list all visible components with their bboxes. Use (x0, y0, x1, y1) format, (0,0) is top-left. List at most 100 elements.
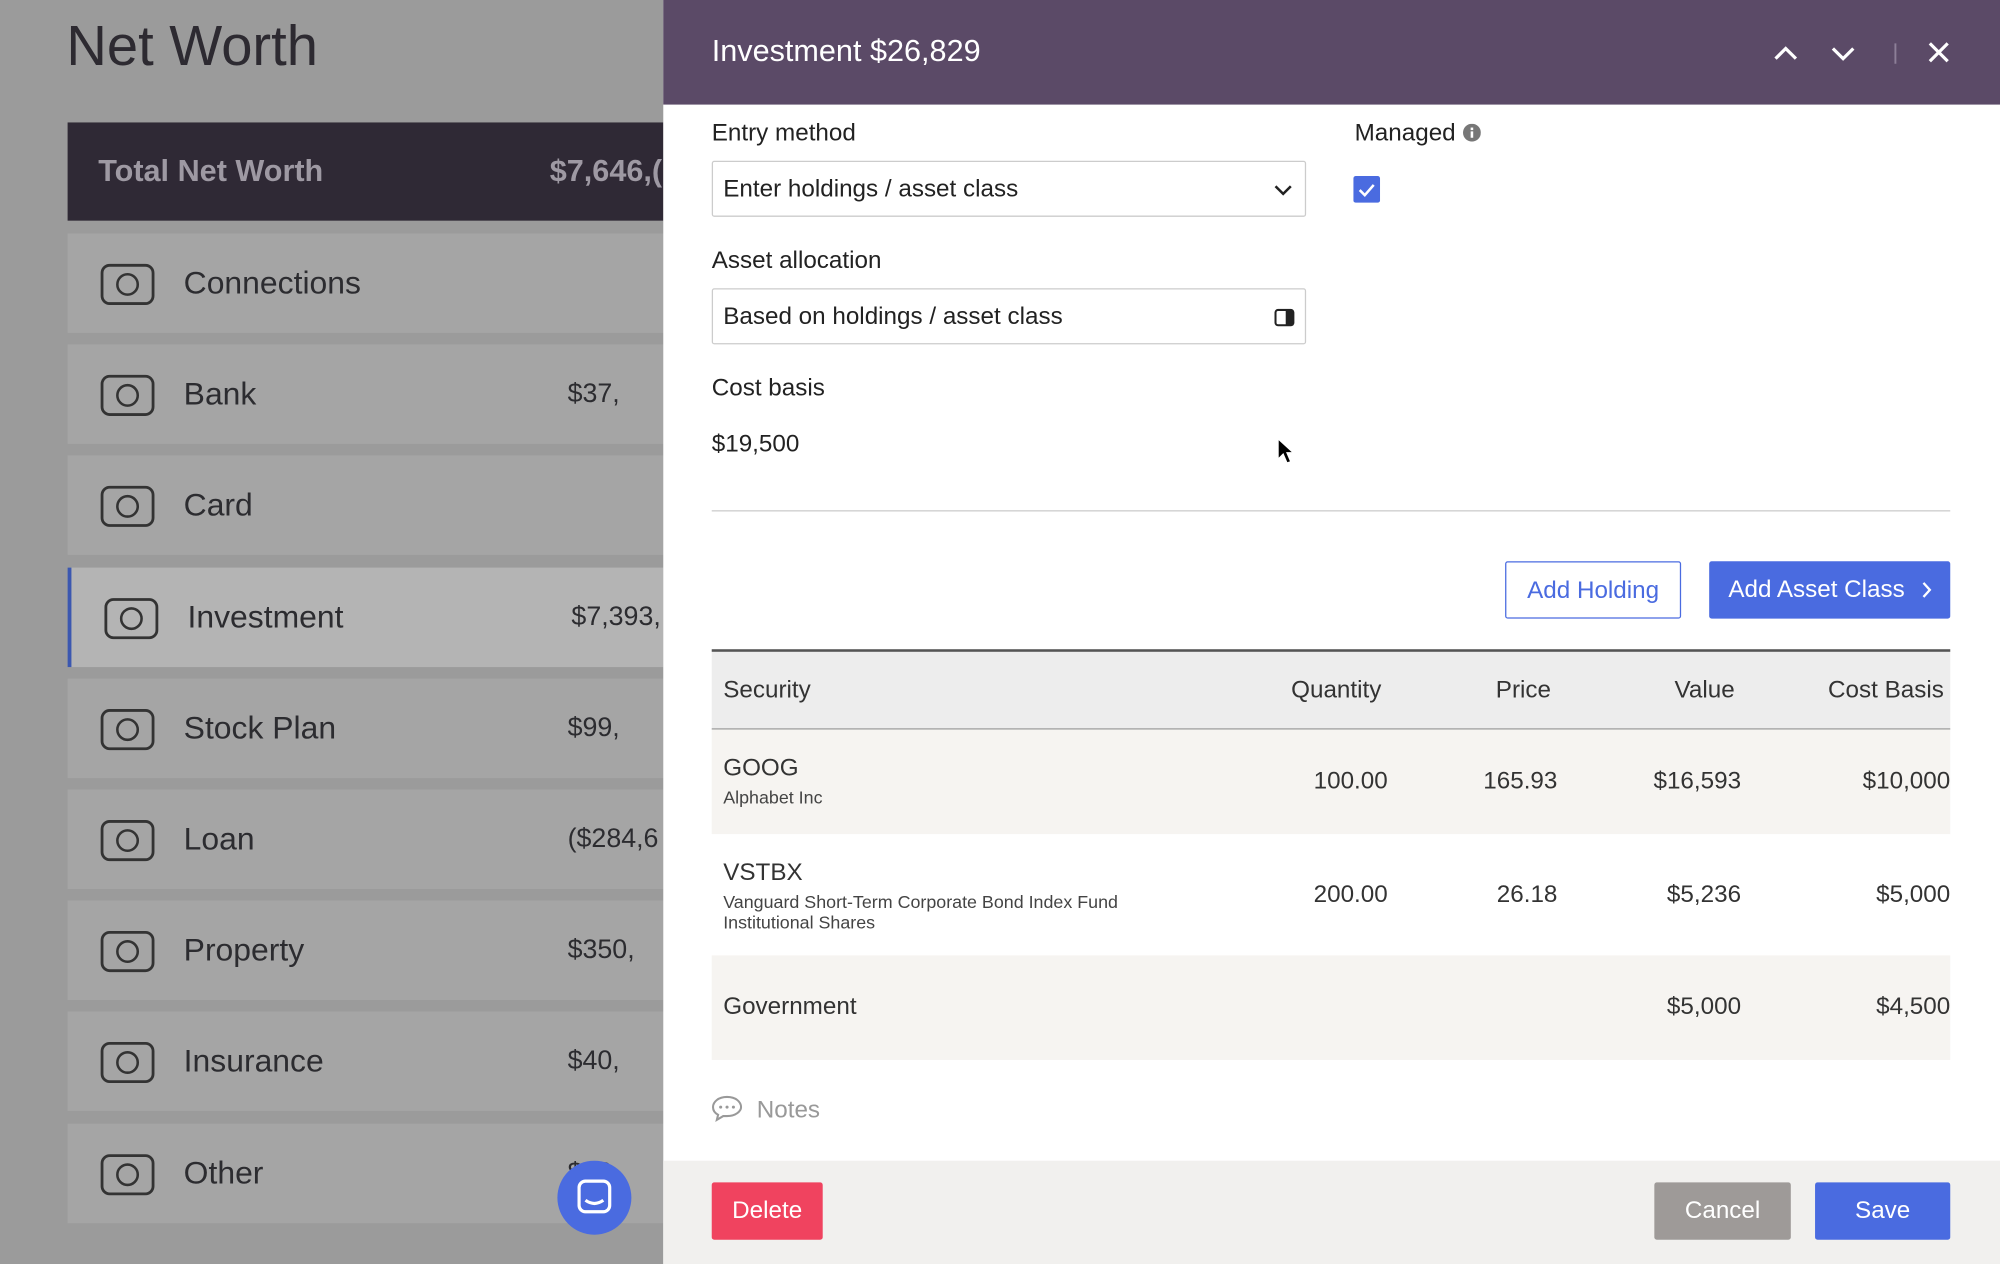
category-icon (100, 931, 155, 973)
table-cell: 165.93 (1483, 767, 1558, 795)
save-button[interactable]: Save (1815, 1182, 1951, 1240)
category-row[interactable]: Insurance $40, (67, 1011, 664, 1112)
category-value: $7,393, (571, 601, 661, 631)
category-icon (100, 375, 155, 417)
category-label: Property (183, 932, 305, 969)
managed-checkbox[interactable] (1353, 176, 1381, 203)
column-header: Price (1495, 677, 1552, 705)
category-row[interactable]: Investment $7,393, (67, 567, 664, 667)
category-label: Investment (187, 598, 344, 635)
add-asset-class-text: Add Asset Class (1728, 576, 1905, 604)
notes-text: Notes (756, 1096, 821, 1124)
table-cell: $4,500 (1876, 993, 1951, 1021)
column-header: Value (1674, 677, 1735, 705)
table-cell: $5,236 (1666, 880, 1742, 908)
security-cell: GOOG Alphabet Inc (723, 755, 1182, 807)
panel-footer: Delete Cancel Save (663, 1160, 2000, 1264)
category-row[interactable]: Card (67, 455, 664, 556)
table-cell: $10,000 (1862, 767, 1951, 795)
table-cell: 26.18 (1496, 880, 1558, 908)
category-label: Loan (183, 821, 255, 858)
category-icon (100, 1042, 155, 1084)
panel-title: Investment $26,829 (711, 34, 981, 69)
dropdown-icon (1274, 185, 1292, 196)
info-icon[interactable] (1462, 123, 1481, 142)
category-icon (100, 820, 155, 862)
category-value: $37, (567, 379, 620, 409)
category-icon (104, 597, 159, 639)
category-value: ($284,6 (567, 823, 659, 854)
security-name: Vanguard Short-Term Corporate Bond Index… (723, 891, 1118, 933)
entry-method-label: Entry method (711, 119, 856, 147)
asset-allocation-value: Based on holdings / asset class (723, 303, 1063, 331)
column-header: Cost Basis (1828, 677, 1944, 705)
detail-panel: Investment $26,829 Entry method Enter ho… (663, 0, 2000, 1264)
category-label: Card (183, 487, 253, 524)
category-row[interactable]: Stock Plan $99, (67, 678, 664, 778)
table-header: Security Quantity Price Value Cost Basis (711, 649, 1951, 730)
total-bar: Total Net Worth $7,646,( (67, 122, 664, 221)
category-row[interactable]: Loan ($284,6 (67, 789, 664, 890)
chevron (1922, 582, 1932, 598)
category-value: $99, (567, 712, 620, 743)
category-label: Bank (183, 376, 257, 413)
security-cell: VSTBX Vanguard Short-Term Corporate Bond … (723, 860, 1182, 933)
table-row: GOOG Alphabet Inc 100.00 165.93 $16,593 $10,0… (711, 729, 1951, 835)
category-label: Stock Plan (183, 710, 337, 746)
table-cell: $5,000 (1876, 880, 1951, 908)
add-asset-class-button[interactable]: Add Asset Class (1709, 561, 1951, 619)
cost-basis-value: $19,500 (711, 431, 800, 458)
page-title: Net Worth (66, 15, 318, 78)
notes[interactable]: Notes (711, 1094, 821, 1125)
category-row[interactable]: Property $350, (67, 900, 664, 1001)
net-worth-sidebar: Net Worth Total Net Worth $7,646,( Conne… (0, 0, 664, 1264)
table-cell: 200.00 (1313, 880, 1388, 908)
category-icon (100, 263, 155, 305)
asset-allocation-field[interactable]: Based on holdings / asset class (711, 288, 1307, 345)
security-symbol: VSTBX (723, 859, 803, 887)
security-symbol: GOOG (723, 755, 799, 782)
table-cell: $5,000 (1666, 993, 1742, 1021)
table-row: VSTBX Vanguard Short-Term Corporate Bond … (711, 834, 1951, 956)
category-label: Connections (183, 265, 361, 302)
managed-text: Managed (1354, 119, 1456, 147)
divider (711, 510, 1951, 512)
category-icon (100, 1153, 155, 1195)
security-cell: Government (723, 994, 1182, 1022)
category-icon (100, 708, 155, 750)
chat-icon (577, 1179, 612, 1214)
managed-label: Managed (1355, 120, 1481, 148)
panel-icon (1274, 308, 1295, 327)
table-row: Government $5,000 $4,500 (711, 955, 1951, 1060)
panel-header: Investment $26,829 (663, 0, 2000, 105)
asset-allocation-label: Asset allocation (711, 247, 882, 275)
holdings-table: Security Quantity Price Value Cost Basis GOOG… (711, 649, 1951, 1060)
entry-method-select[interactable]: Enter holdings / asset class (711, 160, 1307, 217)
category-value: $350, (567, 935, 635, 965)
chat-button[interactable] (557, 1160, 632, 1235)
security-name: Alphabet Inc (723, 786, 823, 808)
column-header: Quantity (1291, 677, 1382, 705)
category-label: Insurance (183, 1043, 324, 1080)
notes-icon (711, 1095, 743, 1123)
cancel-button[interactable]: Cancel (1654, 1182, 1791, 1240)
total-value: $7,646,( (549, 154, 663, 189)
category-row[interactable]: Bank $37, (67, 344, 664, 445)
mouse-cursor (1277, 437, 1296, 464)
column-header: Security (723, 677, 811, 705)
table-cell: 100.00 (1313, 767, 1388, 795)
cost-basis-label: Cost basis (711, 374, 825, 402)
category-value: $40, (567, 1046, 620, 1076)
total-label: Total Net Worth (98, 154, 324, 189)
header-controls[interactable] (1760, 33, 1964, 71)
category-label: Other (183, 1155, 264, 1191)
add-holding-button[interactable]: Add Holding (1505, 561, 1682, 619)
security-symbol: Government (723, 993, 857, 1021)
category-icon (100, 486, 155, 528)
category-row[interactable]: Connections (67, 233, 664, 333)
delete-button[interactable]: Delete (711, 1182, 823, 1240)
entry-method-value: Enter holdings / asset class (723, 176, 1019, 203)
table-cell: $16,593 (1653, 767, 1742, 795)
